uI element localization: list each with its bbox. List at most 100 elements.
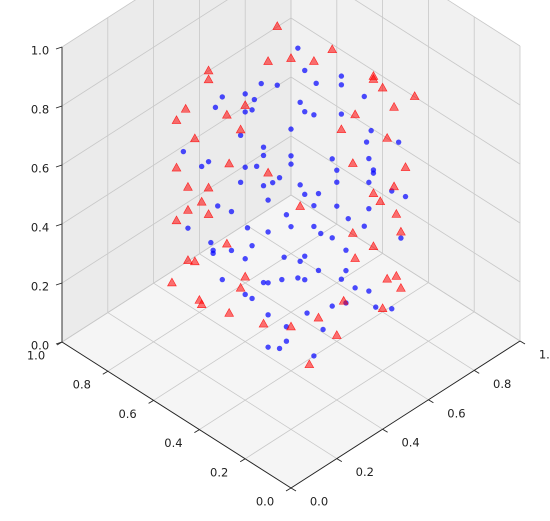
data-point-triangle [263,167,273,177]
x-axis-tick [290,487,297,492]
data-point-triangle [336,124,347,134]
data-point-triangle [240,271,251,281]
z-axis-tick-label: 0.0 [31,339,49,353]
data-point-circle [295,45,301,51]
data-point-circle [260,152,267,159]
y-axis-tick-label: 0.2 [210,465,228,479]
data-point-circle [251,96,258,103]
data-point-triangle [350,253,361,262]
data-point-triangle [377,82,388,92]
z-axis-tick [55,282,63,286]
data-point-circle [185,225,191,231]
gridline [290,194,521,342]
data-point-triangle [338,295,349,305]
data-point-circle [338,111,345,117]
data-point-circle [302,191,308,198]
x-axis-tick-label: 1.0 [539,348,550,362]
z-axis-tick [55,223,63,227]
data-point-circle [297,182,303,188]
data-point-circle [366,205,372,212]
data-point-circle [329,235,335,241]
y-axis-tick-label: 0.6 [118,407,136,421]
data-point-circle [311,353,317,359]
data-point-triangle [347,158,358,167]
gridline [199,253,429,401]
y-axis-tick [239,458,246,463]
data-point-circle [389,306,395,312]
data-point-triangle [171,162,182,172]
data-point-circle [265,229,271,235]
data-point-circle [212,104,219,111]
data-point-circle [315,190,322,197]
x-axis-tick [382,428,388,433]
data-point-triangle [304,359,315,369]
data-point-circle [302,277,308,283]
data-point-circle [297,258,303,265]
z-axis-tick [55,46,63,50]
data-point-triangle [327,44,338,54]
data-point-triangle [258,318,269,328]
data-point-triangle [189,256,200,266]
data-point-circle [373,304,379,310]
data-point-triangle [391,208,402,218]
y-axis-tick [148,400,154,404]
data-point-triangle [196,196,207,206]
data-point-triangle [313,312,324,322]
gridline [61,135,292,284]
data-point-triangle [396,282,406,292]
data-point-circle [283,212,290,218]
data-point-triangle [391,270,402,280]
data-point-triangle [377,303,388,313]
data-point-triangle [203,182,214,192]
data-point-triangle [263,56,273,65]
data-point-triangle [389,101,399,111]
data-point-circle [260,144,267,150]
data-point-circle [242,91,248,97]
y-axis-tick-label: 0.0 [256,495,274,509]
data-point-circle [361,223,367,229]
data-point-circle [260,279,267,286]
data-point-circle [265,344,271,350]
tick-labels: 0.00.20.40.60.81.00.00.20.40.60.81.00.00… [27,44,550,509]
data-point-circle [343,267,349,274]
gridline [290,76,521,224]
x-axis-tick [336,458,343,462]
data-point-circle [297,99,303,106]
data-point-circle [279,276,285,283]
data-point-circle [338,82,345,88]
gridline [447,0,521,47]
gridline [61,194,292,343]
x-axis-tick-label: 0.6 [447,406,465,420]
gridline [290,17,521,165]
data-point-circle [265,197,271,203]
gridline [244,224,475,371]
data-point-circle [338,73,345,79]
x-axis-tick-label: 0.0 [310,495,328,509]
data-point-triangle [368,74,379,83]
data-points [167,21,420,369]
data-point-triangle [331,330,342,339]
data-point-circle [249,295,255,302]
data-point-circle [304,310,310,316]
data-point-circle [366,179,372,186]
data-point-triangle [171,115,182,124]
y-axis-tick [102,370,109,375]
y-axis-tick-label: 0.4 [164,436,182,450]
data-point-triangle [396,226,406,236]
z-axis-tick-label: 0.2 [31,280,49,294]
gridline [244,311,475,460]
y-axis-tick [285,487,292,492]
data-point-triangle [347,227,358,237]
data-point-triangle [221,109,232,119]
data-point-circle [180,148,187,155]
data-point-circle [363,139,370,145]
data-point-circle [345,215,351,222]
data-point-circle [311,112,317,118]
data-point-triangle [203,65,214,75]
data-point-circle [318,230,324,237]
z-axis-tick-label: 0.6 [31,162,49,176]
data-point-circle [219,276,225,283]
data-point-triangle [375,196,386,206]
data-point-triangle [368,241,379,250]
data-point-circle [269,179,276,186]
